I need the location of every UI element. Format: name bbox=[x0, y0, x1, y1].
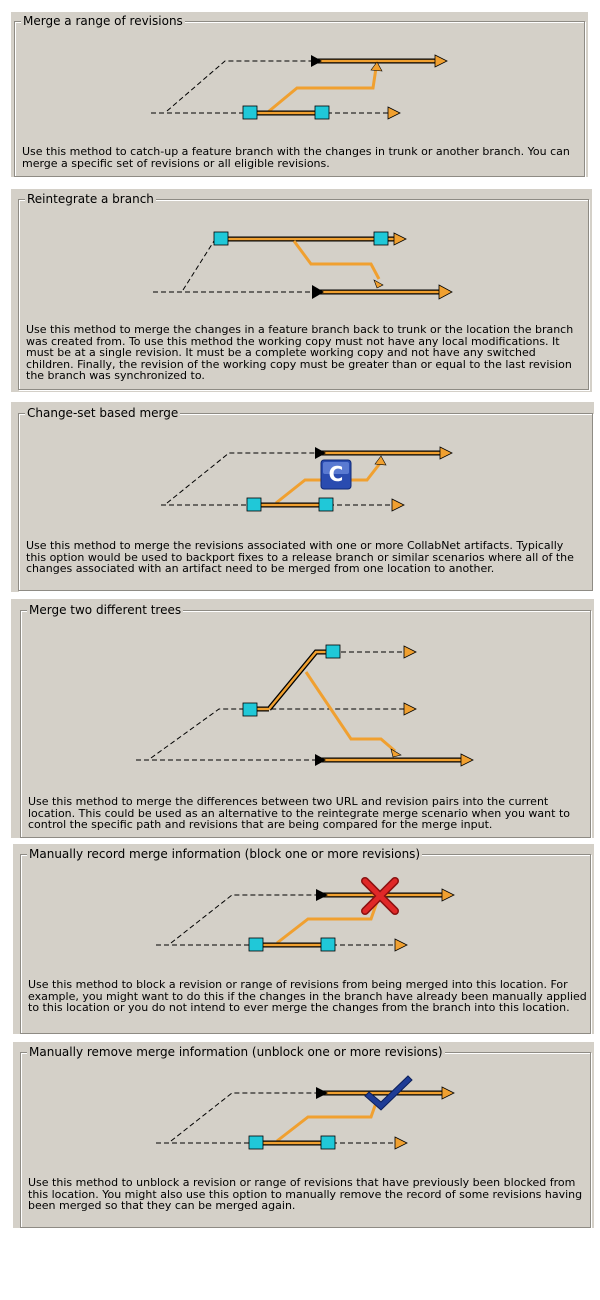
arrow-head-icon bbox=[315, 754, 326, 766]
arrow-head-icon bbox=[460, 753, 474, 767]
collabnet-icon bbox=[320, 459, 352, 490]
two-trees-diagram bbox=[136, 644, 474, 767]
collabnet-letter: C bbox=[328, 462, 344, 486]
changeset-diagram bbox=[161, 446, 453, 512]
option-two-trees[interactable]: Merge two different trees Use this metho… bbox=[11, 599, 594, 838]
arrow-head-icon bbox=[393, 232, 407, 246]
arrow-head-icon bbox=[312, 285, 324, 299]
arrow-head-icon bbox=[374, 455, 387, 466]
arrow-head-icon bbox=[438, 284, 453, 300]
arrow-head-icon bbox=[316, 1087, 328, 1099]
arrow-head-icon bbox=[391, 498, 405, 512]
revision-box-icon bbox=[248, 937, 264, 952]
merge-range-diagram bbox=[151, 54, 448, 120]
arrow-head-icon bbox=[390, 748, 402, 758]
option-block[interactable]: Manually record merge information (block… bbox=[13, 844, 594, 1034]
option-group-box: Merge a range of revisions bbox=[14, 14, 585, 177]
option-description: Use this method to merge the revisions a… bbox=[26, 539, 574, 575]
unblock-diagram bbox=[156, 1075, 455, 1150]
option-merge-range[interactable]: Merge a range of revisions Use this meth… bbox=[11, 12, 588, 177]
arrow-head-icon bbox=[434, 54, 448, 68]
revision-box-icon bbox=[318, 497, 334, 512]
option-description: Use this method to merge the differences… bbox=[28, 795, 570, 831]
arrow-head-icon bbox=[311, 55, 322, 67]
option-description: Use this method to block a revision or r… bbox=[28, 978, 587, 1014]
reintegrate-diagram bbox=[153, 231, 453, 300]
option-title: Manually record merge information (block… bbox=[27, 847, 423, 861]
option-title: Manually remove merge information (unblo… bbox=[27, 1045, 445, 1059]
block-x-icon bbox=[361, 877, 399, 915]
arrow-head-icon bbox=[403, 702, 417, 716]
revision-box-icon bbox=[325, 644, 341, 659]
option-reintegrate[interactable]: Reintegrate a branch Use this method to … bbox=[11, 189, 592, 392]
arrow-head-icon bbox=[373, 279, 384, 289]
option-changeset[interactable]: Change-set based merge C Use this method… bbox=[11, 402, 594, 592]
revision-box-icon bbox=[373, 231, 389, 246]
checkmark-icon bbox=[364, 1075, 413, 1111]
option-description: Use this method to merge the changes in … bbox=[26, 323, 574, 382]
block-diagram bbox=[156, 877, 455, 952]
option-description: Use this method to unblock a revision or… bbox=[28, 1176, 583, 1212]
arrow-head-icon bbox=[394, 1136, 408, 1150]
option-unblock[interactable]: Manually remove merge information (unblo… bbox=[13, 1042, 594, 1228]
option-group-box: Reintegrate a branch bbox=[18, 192, 589, 390]
arrow-head-icon bbox=[441, 888, 455, 902]
revision-box-icon bbox=[242, 105, 258, 120]
option-group-box: Manually remove merge information (unblo… bbox=[20, 1045, 591, 1228]
arrow-head-icon bbox=[394, 938, 408, 952]
arrow-head-icon bbox=[315, 447, 326, 459]
arrow-head-icon bbox=[387, 106, 401, 120]
arrow-head-icon bbox=[441, 1086, 455, 1100]
revision-box-icon bbox=[246, 497, 262, 512]
revision-box-icon bbox=[320, 937, 336, 952]
option-title: Reintegrate a branch bbox=[25, 192, 156, 206]
option-group-box: Merge two different trees bbox=[20, 603, 591, 838]
option-title: Change-set based merge bbox=[25, 406, 181, 420]
option-group-box: Manually record merge information (block… bbox=[20, 847, 591, 1034]
revision-box-icon bbox=[314, 105, 330, 120]
revision-box-icon bbox=[248, 1135, 264, 1150]
revision-box-icon bbox=[242, 702, 258, 717]
option-group-box: Change-set based merge bbox=[18, 406, 593, 591]
option-description: Use this method to catch-up a feature br… bbox=[22, 145, 570, 170]
arrow-head-icon bbox=[316, 889, 328, 901]
arrow-head-icon bbox=[370, 61, 383, 72]
arrow-head-icon bbox=[403, 645, 417, 659]
revision-box-icon bbox=[320, 1135, 336, 1150]
arrow-head-icon bbox=[439, 446, 453, 460]
option-title: Merge two different trees bbox=[27, 603, 184, 617]
revision-box-icon bbox=[213, 231, 229, 246]
option-title: Merge a range of revisions bbox=[21, 14, 185, 28]
